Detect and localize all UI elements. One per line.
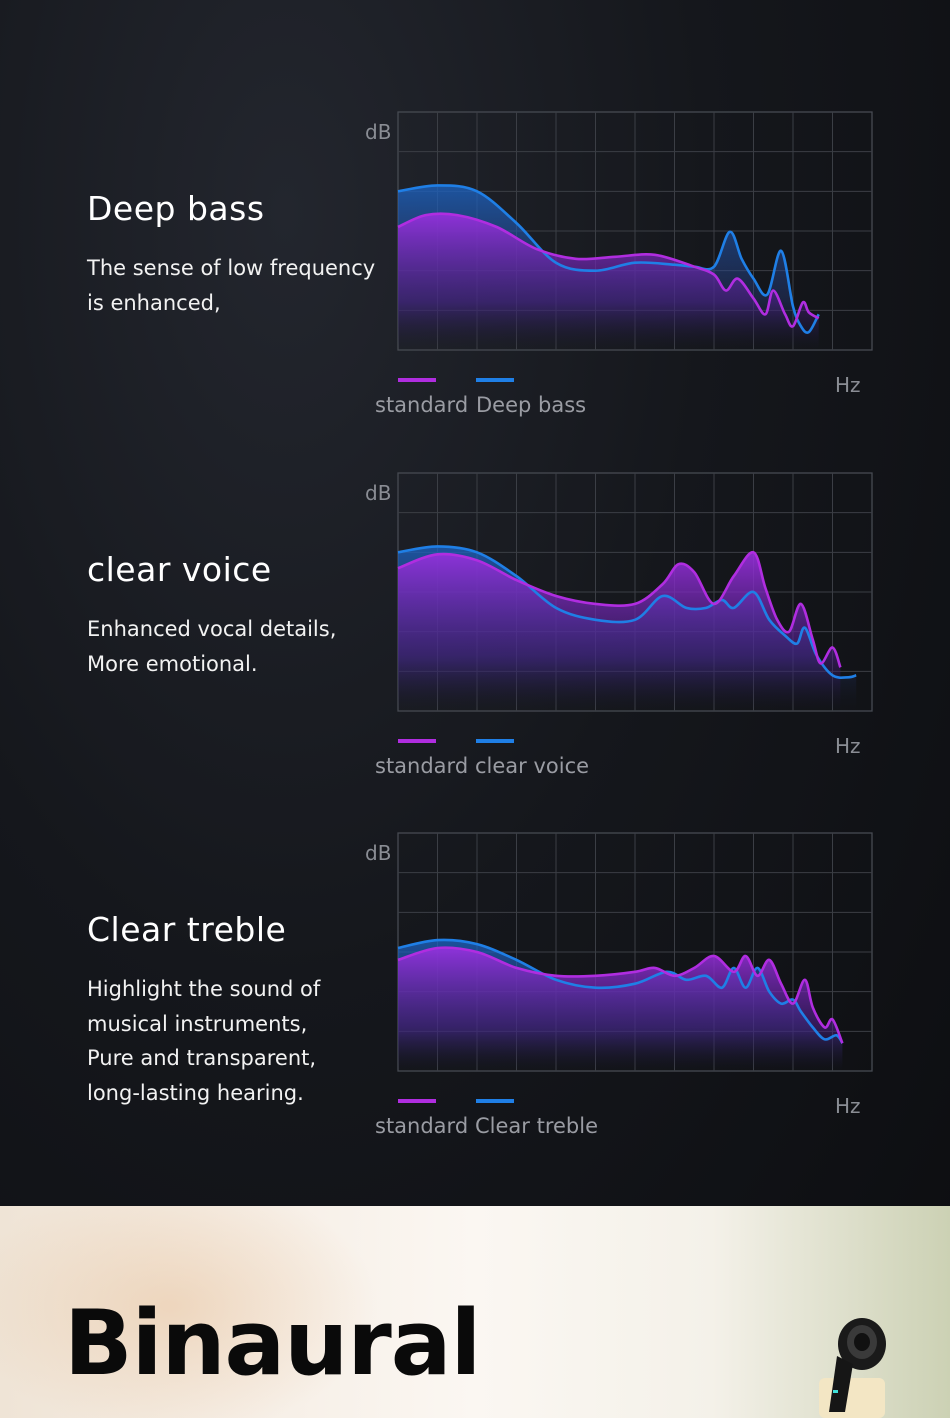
series-area-standard (398, 213, 819, 350)
series-lines (397, 545, 857, 679)
series-line-standard (397, 550, 842, 668)
series-lines (397, 184, 820, 334)
series-fills (398, 185, 819, 350)
eq-chart (397, 832, 873, 1072)
series-lines (397, 938, 844, 1044)
section-clear-treble: dB Clear treble Highlight the sound of m… (0, 721, 950, 1138)
description-line: More emotional. (87, 651, 258, 676)
legend-swatch-standard (398, 1099, 436, 1103)
eq-chart (397, 472, 873, 712)
section-heading: clear voice (87, 550, 272, 589)
section-description: Highlight the sound of musical instrumen… (87, 972, 387, 1110)
legend-label-variant: Deep bass (476, 393, 587, 417)
legend-swatch-variant (476, 378, 514, 382)
legend-label-standard: standard (375, 1114, 469, 1138)
banner-title: Binaural (64, 1291, 481, 1396)
series-area-standard (398, 947, 843, 1071)
x-axis-label: Hz (835, 734, 861, 758)
description-line: Highlight the sound of (87, 977, 321, 1001)
series-line-variant (397, 938, 844, 1044)
legend-swatch-variant (476, 1099, 514, 1103)
description-line: is enhanced, (87, 290, 221, 315)
legend-label-variant: clear voice (475, 754, 590, 778)
x-axis-label: Hz (835, 1094, 861, 1118)
section-description: The sense of low frequency is enhanced, (87, 251, 387, 320)
series-line-standard (397, 212, 820, 328)
legend-label-variant: Clear treble (475, 1114, 599, 1138)
binaural-banner: Binaural (0, 1206, 950, 1418)
legend-swatch-standard (398, 739, 436, 743)
y-axis-label: dB (365, 481, 392, 505)
series-line-standard (397, 946, 844, 1044)
description-line: Pure and transparent, (87, 1046, 317, 1070)
eq-chart (397, 111, 873, 351)
banner-glow (0, 1206, 380, 1418)
section-deep-bass: dB Deep bass The sense of low frequency … (0, 0, 950, 417)
description-line: The sense of low frequency (87, 256, 376, 280)
x-axis-label: Hz (835, 373, 861, 397)
description-line: musical instruments, (87, 1011, 308, 1036)
legend-label-standard: standard (375, 393, 469, 417)
series-line-variant (397, 184, 820, 334)
legend-swatch-variant (476, 739, 514, 743)
description-line: Enhanced vocal details, (87, 617, 337, 641)
earbud-icon (819, 1318, 886, 1418)
section-heading: Deep bass (87, 189, 265, 228)
series-fills (398, 939, 843, 1071)
series-fills (398, 546, 857, 711)
legend-swatch-standard (398, 378, 436, 382)
description-line: long-lasting hearing. (87, 1080, 304, 1105)
y-axis-label: dB (365, 120, 392, 144)
legend-label-standard: standard (375, 754, 469, 778)
section-heading: Clear treble (87, 910, 287, 949)
series-area-standard (398, 552, 841, 711)
y-axis-label: dB (365, 841, 392, 865)
section-description: Enhanced vocal details, More emotional. (87, 612, 387, 681)
section-clear-voice: dB clear voice Enhanced vocal details, M… (0, 361, 950, 778)
